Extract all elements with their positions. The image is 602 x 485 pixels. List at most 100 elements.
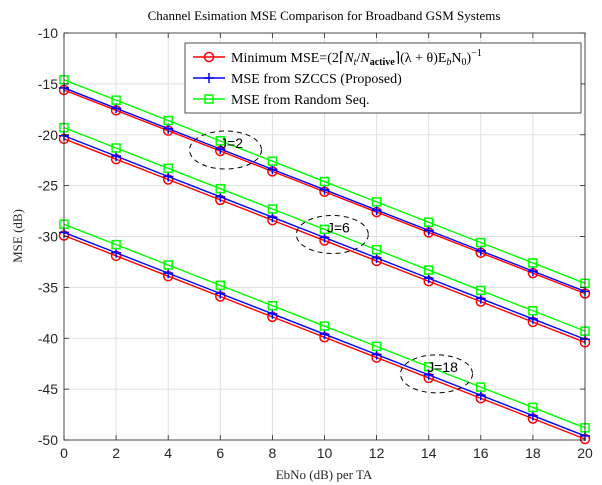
- data-point: [267, 300, 278, 311]
- data-point: [319, 321, 330, 331]
- series-szccs-J18: [59, 227, 590, 441]
- annotation-label: J=6: [327, 219, 350, 235]
- data-point: [215, 183, 226, 194]
- data-point: [371, 252, 382, 263]
- data-point: [476, 285, 486, 296]
- data-point: [527, 313, 538, 324]
- y-tick-label: -25: [38, 178, 58, 194]
- data-point: [215, 280, 226, 291]
- x-tick-label: 20: [577, 445, 593, 461]
- data-point: [267, 164, 278, 175]
- data-point: [371, 205, 382, 216]
- y-tick-label: -50: [38, 432, 58, 448]
- data-point: [111, 247, 122, 258]
- data-point: [528, 402, 538, 413]
- data-point: [319, 232, 330, 243]
- x-tick-label: 12: [369, 445, 385, 461]
- legend-marker: [204, 73, 214, 83]
- data-point: [423, 265, 434, 275]
- x-axis-label: EbNo (dB) per TA: [276, 467, 373, 482]
- data-point: [319, 224, 330, 235]
- y-tick-label: -10: [38, 25, 58, 41]
- data-point: [267, 308, 278, 319]
- legend: Minimum MSE=(2⌈Nt/Nactive⌉(λ + θ)EbN0)−1…: [184, 42, 582, 114]
- annotation-ellipse: [400, 354, 474, 394]
- data-point: [163, 163, 173, 174]
- x-tick-label: 4: [164, 445, 172, 461]
- data-point: [111, 239, 121, 250]
- series-random-J6: [59, 122, 590, 336]
- data-point: [267, 156, 278, 166]
- annotation-ellipse: [295, 214, 369, 254]
- data-point: [423, 225, 434, 236]
- data-point: [163, 115, 173, 126]
- x-tick-label: 8: [269, 445, 277, 461]
- x-tick-label: 16: [473, 445, 489, 461]
- data-point: [163, 171, 174, 182]
- data-point: [423, 361, 434, 372]
- series-line: [63, 79, 586, 284]
- data-point: [163, 268, 174, 279]
- data-point: [423, 369, 434, 380]
- y-tick-label: -45: [38, 381, 58, 397]
- data-point: [475, 245, 486, 256]
- legend-box: [184, 42, 582, 114]
- data-point: [215, 136, 226, 146]
- data-point: [476, 237, 486, 248]
- x-tick-label: 6: [216, 445, 224, 461]
- data-point: [528, 306, 538, 316]
- chart-title: Channel Esimation MSE Comparison for Bro…: [148, 8, 501, 23]
- series-random-J2: [59, 75, 590, 289]
- data-point: [111, 151, 122, 162]
- series-line: [63, 223, 586, 429]
- legend-label: MSE from Random Seq.: [231, 93, 369, 108]
- data-point: [215, 191, 226, 202]
- y-tick-label: -15: [38, 76, 58, 92]
- y-tick-label: -35: [38, 279, 58, 295]
- y-tick-label: -30: [38, 229, 58, 245]
- legend-marker: [203, 51, 215, 63]
- data-point: [267, 212, 278, 223]
- x-tick-label: 18: [525, 445, 541, 461]
- data-point: [475, 390, 486, 401]
- data-point: [215, 143, 226, 154]
- data-point: [527, 410, 538, 421]
- data-point: [111, 103, 122, 114]
- data-point: [163, 123, 174, 134]
- x-tick-label: 0: [60, 445, 68, 461]
- series-layer: [58, 75, 591, 445]
- annotation-ellipse: [189, 130, 263, 170]
- data-point: [319, 184, 330, 195]
- data-point: [371, 197, 382, 207]
- data-point: [423, 217, 434, 228]
- data-point: [475, 293, 486, 304]
- x-tick-label: 14: [421, 445, 437, 461]
- y-tick-label: -40: [38, 330, 58, 346]
- x-tick-label: 2: [112, 445, 120, 461]
- data-point: [527, 266, 538, 277]
- annotations: J=2 J=6 J=18: [189, 130, 474, 394]
- data-point: [528, 258, 538, 268]
- data-point: [319, 329, 330, 340]
- annotation-label: J=2: [220, 135, 243, 151]
- annotation-label: J=18: [427, 359, 458, 375]
- series-line: [63, 126, 586, 332]
- data-point: [111, 143, 121, 153]
- legend-marker: [204, 94, 214, 104]
- legend-label: Minimum MSE=(2⌈Nt/Nactive⌉(λ + θ)EbN0)−1: [231, 48, 482, 68]
- data-point: [111, 95, 121, 105]
- data-point: [371, 341, 382, 352]
- data-point: [319, 176, 330, 187]
- data-point: [371, 244, 382, 255]
- data-point: [371, 349, 382, 360]
- ticks: 0 2 4 6 8 10 12 14 16 18 20 -10 -15 -20 -25 -30 -35 -40 -4…: [38, 25, 593, 461]
- data-point: [267, 204, 278, 214]
- y-tick-label: -20: [38, 127, 58, 143]
- y-axis-label: MSE (dB): [10, 209, 25, 263]
- data-point: [423, 273, 434, 284]
- data-point: [215, 288, 226, 299]
- legend-label: MSE from SZCCS (Proposed): [231, 72, 402, 87]
- data-point: [163, 260, 173, 270]
- x-tick-label: 10: [317, 445, 333, 461]
